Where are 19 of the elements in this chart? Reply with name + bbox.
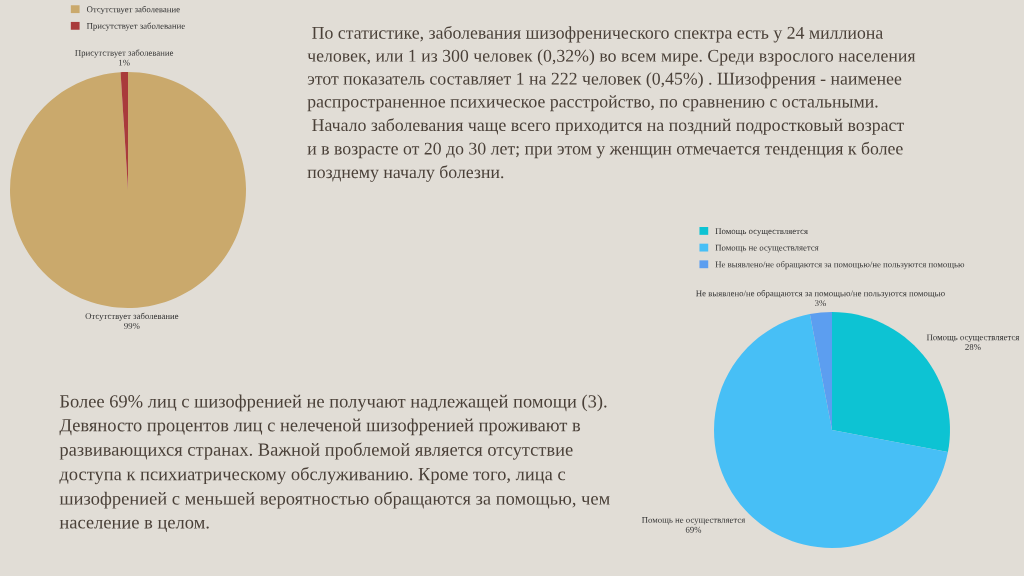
legend-label: Не выявлено/не обращаются за помощью/не пользуются помощью: [715, 261, 965, 270]
slice-label: Присутствует заболевание: [75, 49, 174, 58]
legend-label: Помощь осуществляется: [715, 228, 808, 236]
legend-label: Присутствует заболевание: [86, 22, 185, 31]
data-label: 3%: [815, 300, 826, 307]
data-label: 28%: [965, 344, 981, 351]
data-label: 99%: [124, 322, 140, 329]
data-label: 1%: [119, 59, 130, 66]
slice-label: Не выявлено/не обращаются за помощью/не пользуются помощью: [696, 289, 945, 299]
pie-slice: [809, 312, 832, 430]
slice-label: Помощь не осуществляется: [641, 517, 746, 525]
legend-label: Помощь не осуществляется: [715, 244, 819, 253]
pie-slice: [10, 72, 246, 308]
text: По статистике, заболевания шизофренического спектра есть у 24 миллиона человек, или 1 из 300 человек (0,32%) во всем мире. Среди взрослого населения этот показатель составляет 1 на 222 человек (0,45%) . Шизофрения - наименее распространенное психическое расстройство, по сравнению с остальными. Начало заболевания чаще всего приходится на поздний подростковый возраст и в возрасте от 20 до 30 лет; при этом у женщин отмечается тенденция к более позднему началу болезни.: [307, 25, 916, 182]
text: Более 69% лиц с шизофренией не получают надлежащей помощи (3). Девяносто процентов лиц с нелеченой шизофренией проживают в развивающихся странах. Важной проблемой является отсутствие доступа к психиатрическому обслуживанию. Кроме того, лица с шизофренией с меньшей вероятностью обращаются за помощью, чем население в целом.: [59, 394, 610, 532]
slice-label: Помощь осуществляется: [926, 334, 1020, 343]
data-label: 69%: [685, 526, 702, 533]
legend-label: Отсутствует заболевание: [86, 5, 180, 15]
slice-label: Отсутствует заболевание: [85, 312, 179, 321]
